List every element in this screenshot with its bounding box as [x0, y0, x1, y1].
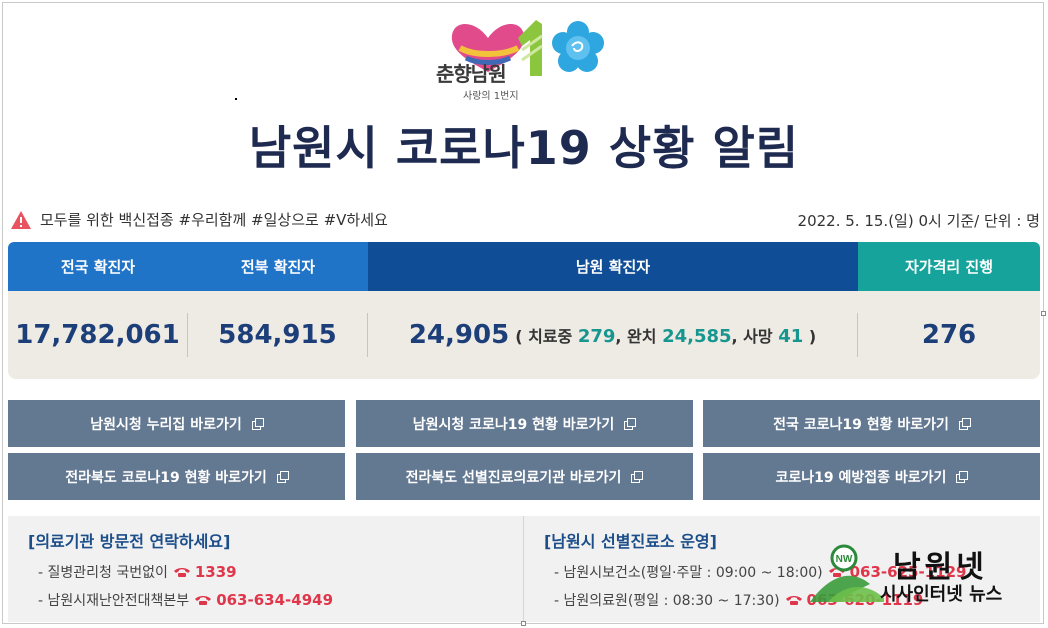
isolation-cell: 276 — [858, 313, 1040, 357]
link-label: 전라북도 코로나19 현황 바로가기 — [65, 469, 267, 486]
detail-sep1: , 완치 — [615, 327, 657, 346]
link-national-covid-status[interactable]: 전국 코로나19 현황 바로가기 — [703, 400, 1040, 447]
link-namwon-covid-status[interactable]: 남원시청 코로나19 현황 바로가기 — [355, 400, 693, 447]
link-jeonbuk-screening-clinics[interactable]: 전라북도 선별진료의료기관 바로가기 — [355, 453, 693, 500]
isolation-count: 276 — [921, 320, 977, 350]
link-jeonbuk-covid-status[interactable]: 전라북도 코로나19 현황 바로가기 — [8, 453, 345, 500]
stray-dot — [235, 98, 237, 100]
header-national: 전국 확진자 — [8, 242, 188, 291]
deaths-count: 41 — [778, 326, 804, 347]
detail-open: ( 치료중 — [515, 327, 573, 346]
phone-icon — [785, 595, 802, 605]
external-link-icon — [958, 418, 971, 430]
svg-text:NW: NW — [836, 554, 853, 565]
header-jeonbuk: 전북 확진자 — [188, 242, 368, 291]
info-contact-title: [의료기관 방문전 연락하세요] — [28, 532, 231, 551]
phone-number[interactable]: 1339 — [194, 563, 237, 581]
treating-count: 279 — [577, 326, 616, 347]
external-link-icon — [631, 471, 644, 483]
phone-icon — [173, 567, 190, 577]
jeonbuk-cell: 584,915 — [188, 313, 368, 357]
link-label: 코로나19 예방접종 바로가기 — [775, 469, 947, 486]
detail-sep2: , 사망 — [731, 327, 773, 346]
namwon-detail: ( 치료중 279, 완치 24,585, 사망 41 ) — [515, 323, 816, 347]
logo-subtitle: 사랑의 1번지 — [463, 91, 519, 102]
phone-icon — [195, 595, 212, 605]
info-section: [의료기관 방문전 연락하세요] - 질병관리청 국번없이 1339 - 남원시… — [8, 516, 1040, 622]
warning-icon — [11, 210, 31, 229]
info-line-label: - 질병관리청 국번없이 — [38, 565, 168, 581]
link-namwon-homepage[interactable]: 남원시청 누리집 바로가기 — [8, 400, 345, 447]
watermark-subtitle: 시사인터넷 뉴스 — [880, 584, 1003, 605]
namwon-cell: 24,905 ( 치료중 279, 완치 24,585, 사망 41 ) — [368, 313, 858, 357]
notice-text: 모두를 위한 백신접종 #우리함께 #일상으로 #V하세요 — [40, 211, 388, 229]
stats-body: 17,782,061 584,915 24,905 ( 치료중 279, 완치 … — [8, 291, 1040, 379]
page-title: 남원시 코로나19 상황 알림 — [248, 121, 800, 175]
info-line-label: - 남원시보건소(평일·주말 : 09:00 ~ 18:00) — [554, 565, 823, 581]
header-isolation: 자가격리 진행 — [858, 242, 1040, 291]
watermark-title: 남원넷 — [893, 550, 988, 585]
external-link-icon — [276, 471, 289, 483]
namwonnet-watermark-icon: NW — [810, 544, 884, 602]
date-unit: 2022. 5. 15.(일) 0시 기준/ 단위 : 명 — [797, 212, 1040, 230]
link-label: 남원시청 누리집 바로가기 — [90, 416, 242, 433]
link-grid: 남원시청 누리집 바로가기 남원시청 코로나19 현황 바로가기 전국 코로나1… — [8, 400, 1040, 500]
logo-text: 춘향남원 — [436, 62, 507, 86]
info-line: - 질병관리청 국번없이 1339 — [28, 562, 523, 582]
phone-number[interactable]: 063-625-1129 — [849, 563, 967, 581]
external-link-icon — [956, 471, 969, 483]
info-line: - 남원시보건소(평일·주말 : 09:00 ~ 18:00) 063-625-… — [544, 562, 1040, 582]
national-cell: 17,782,061 — [8, 313, 188, 357]
link-label: 남원시청 코로나19 현황 바로가기 — [412, 416, 615, 433]
notice-bar: 모두를 위한 백신접종 #우리함께 #일상으로 #V하세요 — [10, 209, 388, 230]
info-contact: [의료기관 방문전 연락하세요] - 질병관리청 국번없이 1339 - 남원시… — [8, 516, 524, 622]
recovered-count: 24,585 — [662, 326, 732, 347]
external-link-icon — [624, 418, 637, 430]
link-covid-vaccination[interactable]: 코로나19 예방접종 바로가기 — [703, 453, 1040, 500]
frame-handle — [521, 621, 526, 626]
info-line: - 남원시재난안전대책본부 063-634-4949 — [28, 590, 523, 610]
external-link-icon — [251, 418, 264, 430]
link-label: 전라북도 선별진료의료기관 바로가기 — [405, 469, 622, 486]
phone-number[interactable]: 063-634-4949 — [216, 591, 334, 609]
frame-handle — [1041, 311, 1046, 316]
header-namwon: 남원 확진자 — [368, 242, 858, 291]
link-label: 전국 코로나19 현황 바로가기 — [773, 416, 949, 433]
info-screening-title: [남원시 선별진료소 운영] — [544, 532, 717, 551]
info-line-label: - 남원의료원(평일 : 08:30 ~ 17:30) — [554, 593, 780, 609]
namwon-count: 24,905 — [408, 320, 510, 350]
stats-header: 전국 확진자 전북 확진자 남원 확진자 자가격리 진행 — [8, 242, 1040, 291]
detail-close: ) — [808, 327, 817, 346]
info-line-label: - 남원시재난안전대책본부 — [38, 593, 190, 609]
national-count: 17,782,061 — [15, 320, 180, 350]
jeonbuk-count: 584,915 — [218, 320, 337, 350]
namwon-logo-icon — [451, 20, 604, 76]
